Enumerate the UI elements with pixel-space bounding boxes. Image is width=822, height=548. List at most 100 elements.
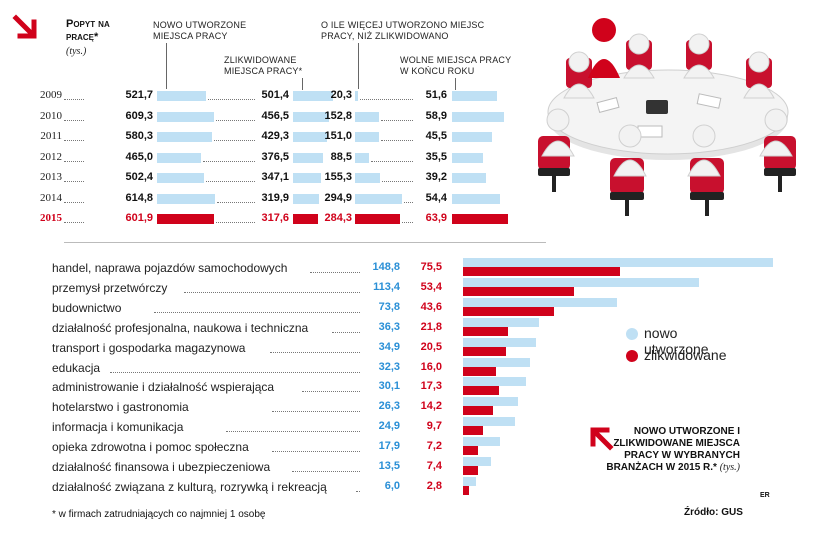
value-new: 148,8 <box>372 261 400 273</box>
category-label: działalność związana z kulturą, rozrywką… <box>52 479 327 494</box>
dotted-leader <box>292 471 360 472</box>
bar <box>452 214 508 224</box>
dotted-leader <box>217 201 255 203</box>
dotted-leader <box>270 351 360 353</box>
value-liquidated: 75,5 <box>420 261 442 273</box>
bar <box>157 132 212 142</box>
bar-liquidated <box>463 446 478 456</box>
value-label: 502,4 <box>125 171 153 183</box>
dotted-leader <box>184 291 360 293</box>
bar <box>157 152 201 163</box>
dotted-leader <box>154 311 360 313</box>
category-label: hotelarstwo i gastronomia <box>52 400 189 415</box>
value-label: 609,3 <box>125 109 153 122</box>
value-liquidated: 43,6 <box>420 300 442 313</box>
value-label: 54,4 <box>425 191 447 204</box>
bar-liquidated <box>463 466 479 475</box>
value-liquidated: 2,8 <box>426 479 442 492</box>
bar <box>293 91 333 101</box>
year-label: 2015 <box>40 212 62 224</box>
dotted-leader <box>206 181 255 182</box>
category-label: administrowanie i działalność wspierając… <box>52 380 275 395</box>
dotted-leader <box>356 490 360 492</box>
category-label: edukacja <box>52 360 101 375</box>
value-label: 58,9 <box>425 109 447 122</box>
bar-liquidated <box>463 485 469 495</box>
value-label: 465,0 <box>125 150 153 163</box>
header-new-jobs: NOWO UTWORZONE MIEJSCA PRACY <box>153 20 247 41</box>
bar <box>293 214 319 224</box>
bar <box>293 173 321 183</box>
bar <box>293 152 324 163</box>
section-divider <box>64 242 546 243</box>
arrow-up-left-icon <box>588 425 616 453</box>
value-label: 51,6 <box>425 89 447 101</box>
top-unit-label: (tys.) <box>66 46 87 57</box>
value-new: 13,5 <box>378 460 400 472</box>
dotted-leader <box>215 222 255 223</box>
bar-liquidated <box>463 267 621 276</box>
category-label: transport i gospodarka magazynowa <box>52 340 246 355</box>
dotted-leader <box>216 119 255 121</box>
bar-liquidated <box>463 426 484 436</box>
leader-line-liquidated <box>302 78 303 90</box>
dotted-leader <box>64 222 84 223</box>
value-new: 113,4 <box>373 280 400 293</box>
dotted-leader <box>110 371 360 373</box>
bar <box>293 193 319 204</box>
bar-liquidated <box>463 406 493 416</box>
header-difference: O ILE WIĘCEJ UTWORZONO MIEJSC PRACY, NIŻ… <box>321 20 485 41</box>
value-label: 63,9 <box>425 212 447 224</box>
value-label: 151,0 <box>324 130 352 142</box>
value-liquidated: 9,7 <box>426 420 442 433</box>
header-liquidated-jobs: ZLIKWIDOWANE MIEJSCA PRACY* <box>224 55 303 76</box>
bar <box>355 152 370 163</box>
bar <box>355 214 401 224</box>
bar <box>452 193 500 204</box>
dotted-leader <box>208 99 255 100</box>
bar-new <box>463 317 539 327</box>
bar <box>355 173 380 183</box>
value-label: 317,6 <box>261 212 289 224</box>
year-label: 2011 <box>40 130 62 142</box>
meeting-illustration <box>518 8 818 230</box>
value-new: 36,3 <box>378 320 400 333</box>
bar-liquidated <box>463 306 554 316</box>
dotted-leader <box>64 140 84 141</box>
value-label: 429,3 <box>261 130 289 142</box>
legend-swatch-new <box>626 328 638 340</box>
top-title-line2: pracę* <box>66 31 99 43</box>
arrow-down-right-icon <box>10 12 40 42</box>
bar <box>355 132 380 142</box>
dotted-leader <box>371 160 413 162</box>
bottom-unit-label: (tys.) <box>719 462 740 473</box>
dotted-leader <box>64 160 84 162</box>
value-new: 17,9 <box>378 440 400 453</box>
bar <box>355 111 380 122</box>
dotted-leader <box>202 160 255 162</box>
value-new: 32,3 <box>378 360 400 373</box>
value-new: 24,9 <box>378 420 400 433</box>
value-label: 88,5 <box>330 150 352 163</box>
bar <box>355 91 359 101</box>
year-label: 2013 <box>40 171 62 183</box>
bar <box>157 91 207 101</box>
value-label: 284,3 <box>324 212 352 224</box>
category-label: handel, naprawa pojazdów samochodowych <box>52 261 288 275</box>
dotted-leader <box>64 119 84 121</box>
value-new: 30,1 <box>378 380 400 393</box>
category-label: działalność finansowa i ubezpieczeniowa <box>52 460 271 474</box>
value-liquidated: 14,2 <box>420 400 442 413</box>
value-label: 35,5 <box>425 150 447 163</box>
dotted-leader <box>310 272 360 273</box>
dotted-leader <box>381 140 413 141</box>
value-label: 456,5 <box>261 109 289 122</box>
dotted-leader <box>64 201 84 203</box>
dotted-leader <box>272 451 360 453</box>
bottom-title-text: Nowo utworzone i zlikwidowane miejsca pr… <box>606 426 740 473</box>
value-liquidated: 7,2 <box>426 440 442 453</box>
dotted-leader <box>302 391 360 393</box>
value-label: 347,1 <box>261 171 289 183</box>
bar-new <box>463 357 531 367</box>
bar-new <box>463 437 501 447</box>
